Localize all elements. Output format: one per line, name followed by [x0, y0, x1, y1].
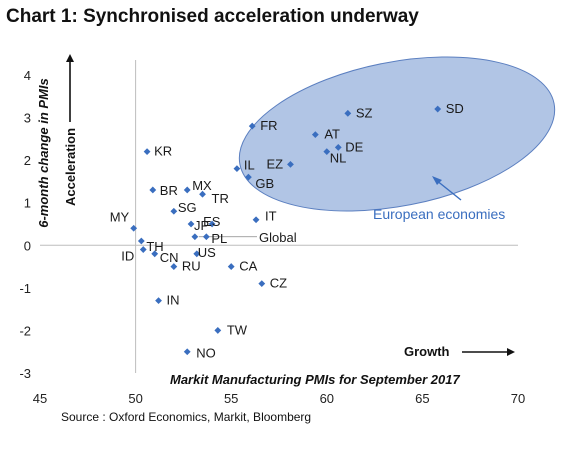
acceleration-arrowhead [66, 54, 74, 62]
point-label: MY [110, 209, 130, 224]
point-label: GB [255, 176, 274, 191]
data-point [191, 233, 199, 241]
data-point [193, 250, 201, 258]
point-label: IL [244, 158, 255, 173]
data-point [252, 216, 260, 224]
y-tick-label: 3 [24, 111, 31, 126]
point-label: SD [446, 101, 464, 116]
point-label: CN [160, 250, 179, 265]
x-tick-label: 60 [320, 391, 334, 406]
x-tick-label: 70 [511, 391, 525, 406]
cluster-pointer-line [435, 179, 462, 201]
data-point [137, 237, 145, 245]
data-point [155, 297, 162, 305]
data-point [323, 148, 331, 156]
point-label: JP [194, 218, 209, 233]
growth-arrowhead [507, 348, 515, 356]
data-point [208, 220, 216, 228]
point-label: TR [212, 191, 229, 206]
point-label: TH [146, 239, 163, 254]
axes [40, 60, 518, 373]
point-label: PL [211, 231, 227, 246]
point-label: FR [260, 118, 277, 133]
point-label: BR [160, 183, 178, 198]
point-label: SZ [356, 105, 373, 120]
data-point [170, 263, 178, 270]
data-point [170, 207, 178, 215]
cluster-ellipse [238, 56, 556, 212]
data-point [187, 220, 195, 228]
y-tick-label: 0 [24, 238, 31, 253]
data-point [202, 233, 210, 241]
x-axis-title: Markit Manufacturing PMIs for September … [170, 372, 460, 387]
y-tick-label: -1 [19, 281, 31, 296]
point-label: NL [330, 151, 347, 166]
data-point [245, 173, 252, 181]
data-point [143, 148, 151, 156]
data-point [334, 143, 342, 151]
data-point [149, 186, 157, 194]
point-label: AT [324, 127, 340, 142]
data-point [183, 348, 191, 356]
y-tick-label: 1 [24, 196, 31, 211]
cluster-label: European economies [373, 206, 505, 222]
source-note: Source : Oxford Economics, Markit, Bloom… [61, 410, 312, 424]
cluster-pointer-arrowhead [432, 176, 442, 185]
point-label: SG [178, 200, 197, 215]
data-point [233, 165, 241, 173]
growth-label: Growth [404, 344, 450, 359]
y-tick-label: 2 [24, 153, 31, 168]
data-point [344, 109, 352, 117]
point-label: EZ [266, 156, 283, 171]
data-point [287, 161, 294, 168]
data-point [248, 122, 256, 130]
point-label: KR [154, 144, 172, 159]
point-label: Global [259, 230, 297, 245]
y-tick-label: 4 [24, 68, 31, 83]
point-label: MX [192, 178, 212, 193]
acceleration-label: Acceleration [63, 128, 78, 206]
point-label: NO [196, 346, 216, 361]
y-tick-label: -3 [19, 366, 31, 381]
data-point [199, 190, 206, 198]
x-tick-label: 55 [224, 391, 238, 406]
data-point [434, 105, 442, 113]
point-label: ID [121, 249, 134, 264]
data-points [130, 105, 442, 356]
x-tick-label: 65 [415, 391, 429, 406]
y-tick-label: -2 [19, 323, 31, 338]
tick-labels: 45 50 55 60 65 70 -3 -2 -1 0 1 2 3 4 [19, 68, 525, 406]
point-label: DE [345, 139, 363, 154]
data-point [130, 224, 138, 232]
data-point [311, 131, 319, 138]
data-point [139, 246, 147, 253]
point-label: IT [265, 209, 277, 224]
data-point [151, 250, 159, 258]
point-label: US [198, 245, 216, 260]
data-point [258, 280, 266, 287]
x-tick-label: 50 [128, 391, 142, 406]
point-label: TW [227, 322, 248, 337]
data-point [183, 186, 191, 194]
point-label: IN [167, 293, 180, 308]
data-point [214, 327, 222, 334]
point-label: ES [203, 214, 221, 229]
x-tick-label: 45 [33, 391, 47, 406]
point-label: RU [182, 259, 201, 274]
y-axis-title: 6-month change in PMIs [36, 78, 51, 228]
data-point [227, 263, 235, 270]
point-label: CZ [270, 276, 287, 291]
point-label: CA [239, 259, 257, 274]
chart-title: Chart 1: Synchronised acceleration under… [6, 6, 419, 27]
